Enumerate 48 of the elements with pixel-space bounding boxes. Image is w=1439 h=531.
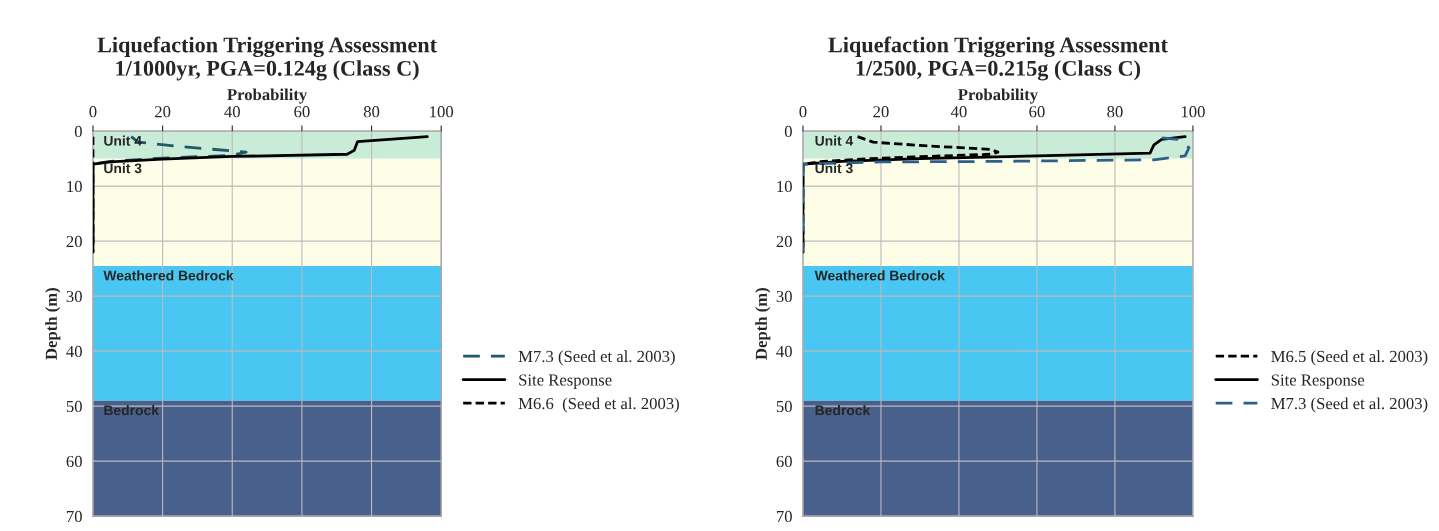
y-tick-label: 30 xyxy=(66,290,82,303)
x-tick-label: 80 xyxy=(363,106,380,118)
y-axis-title: Depth (m) xyxy=(45,288,61,360)
x-tick-label: 80 xyxy=(1107,106,1123,118)
band-label: Bedrock xyxy=(815,405,871,416)
legend-label: M6.5 (Seed et al. 2003) xyxy=(1271,350,1428,366)
y-tick-label: 20 xyxy=(776,235,792,248)
y-tick-label: 70 xyxy=(66,510,82,523)
legend-label: Site Response xyxy=(1271,374,1365,389)
band-label: Weathered Bedrock xyxy=(103,270,234,281)
y-tick-label: 50 xyxy=(776,400,792,413)
y-tick-label: 0 xyxy=(784,125,792,138)
x-tick-label: 40 xyxy=(224,106,240,118)
y-tick-label: 10 xyxy=(777,180,792,193)
y-axis-title: Depth (m) xyxy=(755,288,771,360)
y-tick-label: 20 xyxy=(66,235,82,248)
legend-label: M7.3 (Seed et al. 2003) xyxy=(1271,397,1428,413)
x-tick-label: 100 xyxy=(430,106,454,118)
x-tick-label: 20 xyxy=(873,106,889,118)
y-tick-label: 60 xyxy=(776,455,792,468)
x-tick-label: 0 xyxy=(89,106,97,118)
y-tick-label: 0 xyxy=(74,125,82,138)
y-tick-label: 40 xyxy=(776,345,792,358)
y-tick-label: 70 xyxy=(776,510,792,523)
band-label: Unit 4 xyxy=(104,135,142,146)
x-tick-label: 60 xyxy=(1029,106,1045,118)
y-tick-label: 40 xyxy=(66,345,82,358)
chart-title: Liquefaction Triggering Assessment 1/2500, PGA=0.215g (Class C) xyxy=(828,36,1168,81)
legend-label: Site Response xyxy=(519,374,612,389)
band-label: Unit 3 xyxy=(815,163,853,174)
x-axis-title: Probability xyxy=(958,88,1038,104)
y-tick-label: 10 xyxy=(67,180,82,193)
band-label: Bedrock xyxy=(104,405,159,416)
x-tick-label: 20 xyxy=(155,106,171,118)
x-tick-label: 100 xyxy=(1181,106,1205,118)
legend-label: M7.3 (Seed et al. 2003) xyxy=(518,350,675,366)
chart-title: Liquefaction Triggering Assessment 1/1000yr, PGA=0.124g (Class C) xyxy=(97,36,437,81)
band-label: Weathered Bedrock xyxy=(814,270,945,281)
y-tick-label: 60 xyxy=(66,455,82,468)
band-label: Unit 3 xyxy=(104,163,142,174)
y-tick-label: 50 xyxy=(66,400,82,413)
x-tick-label: 60 xyxy=(294,106,310,118)
band-label: Unit 4 xyxy=(815,135,854,146)
legend-label: M6.6 (Seed et al. 2003) xyxy=(518,397,679,413)
x-axis-title: Probability xyxy=(227,88,308,104)
x-tick-label: 0 xyxy=(799,106,807,118)
x-tick-label: 40 xyxy=(950,106,967,118)
y-tick-label: 30 xyxy=(776,290,792,303)
